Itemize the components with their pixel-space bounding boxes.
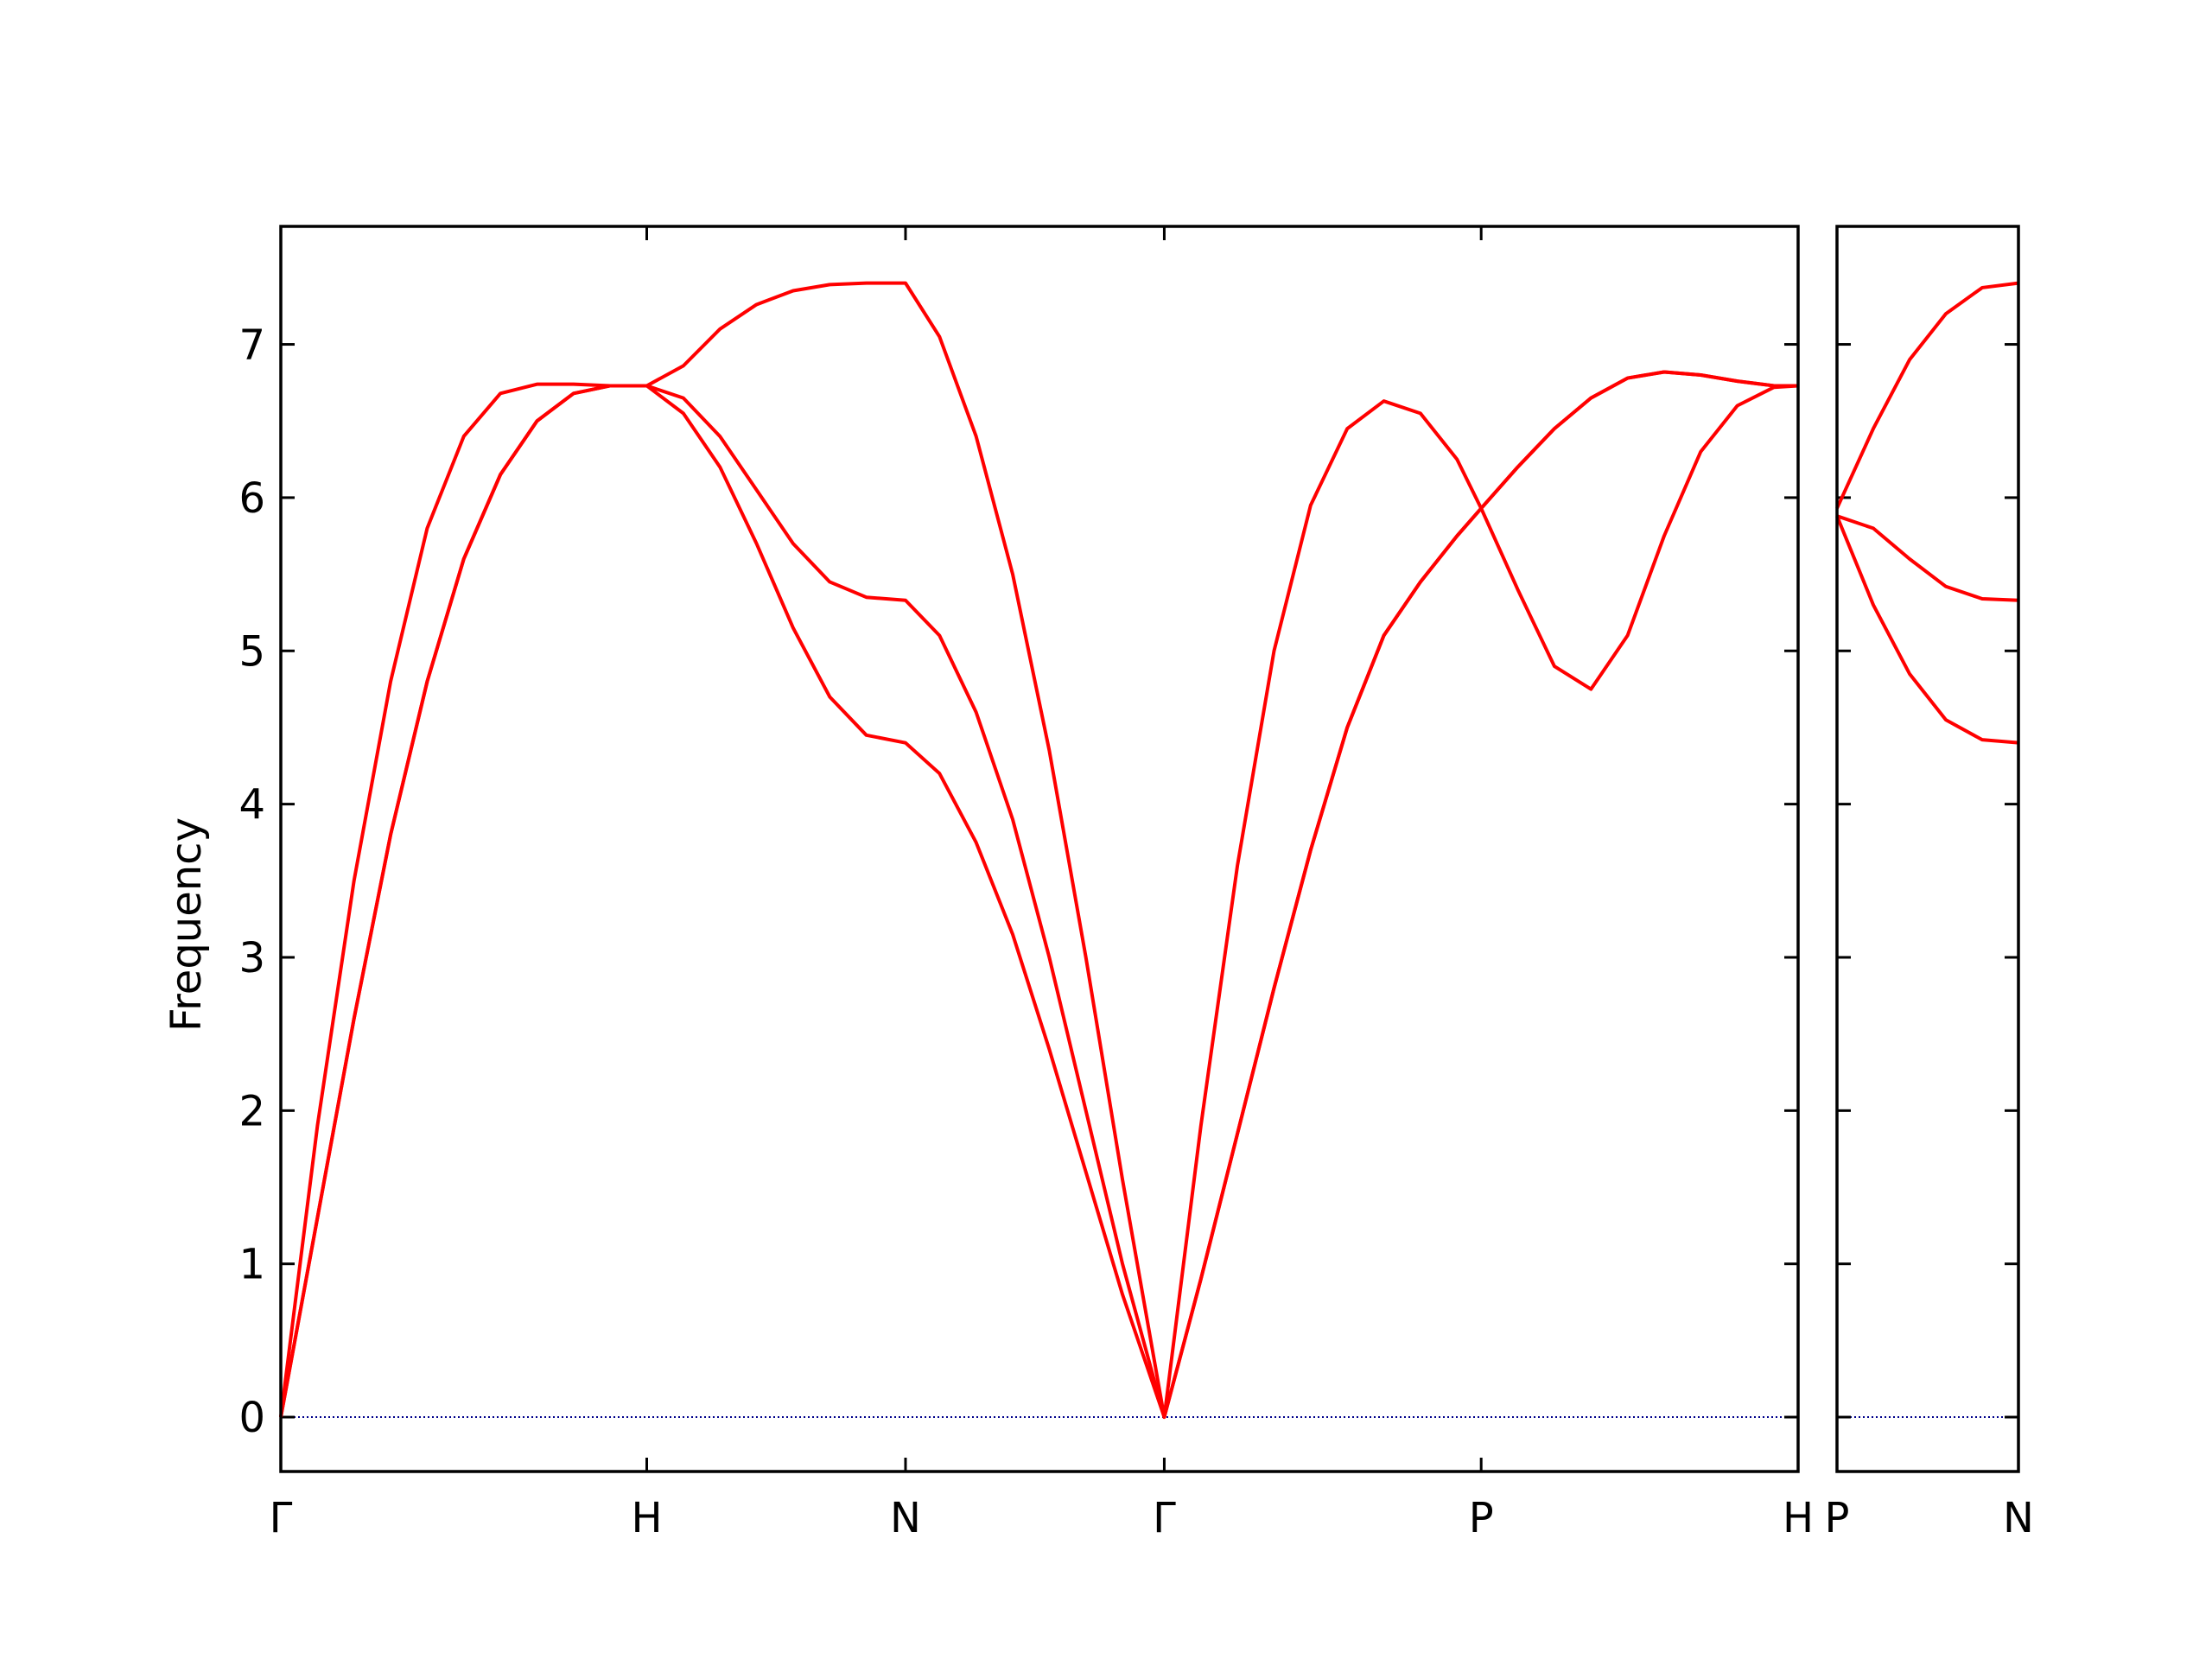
plot-frame: [279, 225, 1800, 1473]
y-tick-label: 2: [238, 1087, 265, 1135]
y-tick-label: 0: [238, 1394, 265, 1442]
y-tick-label: 5: [238, 627, 265, 676]
band-line: [1835, 281, 2019, 510]
y-tick-label: 3: [238, 934, 265, 982]
plot-frame: [1835, 225, 2020, 1473]
y-tick-label: 6: [238, 474, 265, 523]
y-tick-label: 4: [238, 781, 265, 830]
x-tick-label: P: [1825, 1494, 1850, 1542]
band-line: [279, 370, 1798, 1420]
x-tick-label: H: [1783, 1494, 1814, 1542]
band-line: [279, 281, 1799, 1420]
band-line: [1836, 514, 2019, 602]
band-line: [1835, 515, 2019, 745]
y-tick-label: 7: [238, 321, 265, 370]
x-tick-label: N: [2003, 1494, 2034, 1542]
x-tick-label: H: [631, 1494, 662, 1542]
y-tick-label: 1: [238, 1241, 265, 1289]
x-tick-label: Γ: [270, 1494, 293, 1542]
x-tick-label: P: [1469, 1494, 1494, 1542]
x-tick-label: N: [890, 1494, 921, 1542]
y-axis-label: Frequency: [162, 817, 211, 1032]
band-line: [279, 370, 1798, 1420]
x-tick-label: Γ: [1153, 1494, 1176, 1542]
